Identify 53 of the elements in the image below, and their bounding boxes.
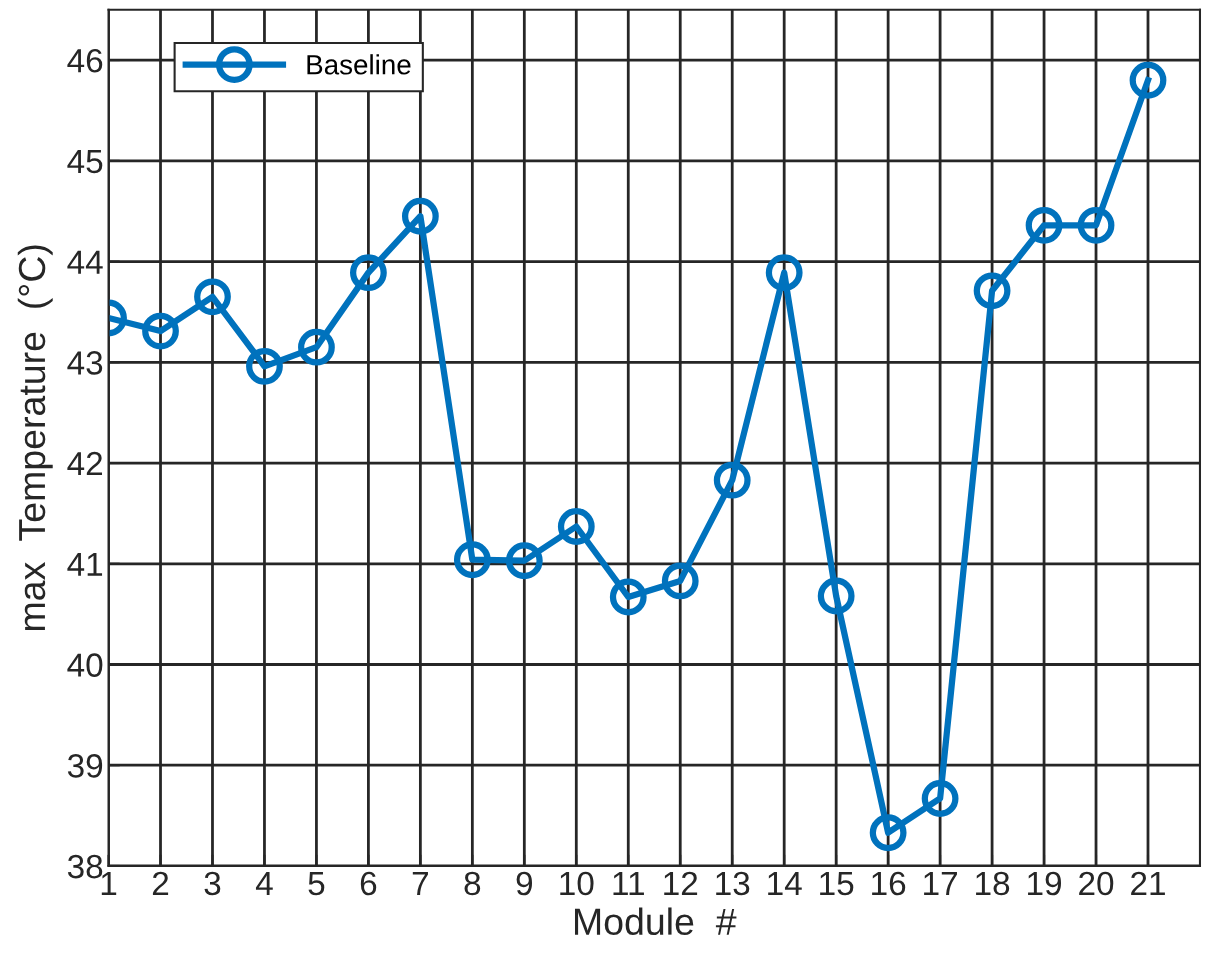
x-tick-label: 9 — [516, 871, 533, 896]
point — [661, 562, 699, 600]
x-tick-label: 20 — [1079, 871, 1114, 896]
x-tick-label: 15 — [820, 872, 854, 896]
point — [298, 328, 335, 366]
point — [194, 278, 231, 316]
y-tick-label: 43 — [67, 351, 103, 375]
x-tick-label: 16 — [872, 871, 906, 896]
y-tick-label: 42 — [67, 451, 103, 476]
x-tick-label: 1 — [101, 872, 117, 895]
point — [557, 508, 595, 545]
point — [246, 347, 283, 385]
y-tick-label: 41 — [67, 552, 103, 576]
y-tick-label: 44 — [67, 250, 103, 274]
legend-label: Baseline — [307, 54, 411, 75]
x-tick-label: 4 — [255, 872, 273, 895]
point — [505, 542, 543, 580]
point — [1077, 206, 1115, 244]
x-tick-label: 6 — [360, 871, 377, 896]
point — [453, 541, 491, 579]
x-tick-label: 13 — [716, 871, 750, 896]
y-axis-title: max Temperature (°C) — [17, 245, 53, 631]
point — [609, 578, 647, 616]
x-tick-label: 8 — [464, 871, 481, 896]
x-tick-label: 3 — [204, 871, 221, 896]
x-tick-label: 7 — [412, 872, 428, 895]
point — [817, 577, 855, 615]
point — [1129, 61, 1167, 99]
x-tick-label: 17 — [924, 872, 957, 895]
y-tick-label: 40 — [67, 653, 103, 677]
x-tick-label: 2 — [152, 871, 169, 895]
point — [401, 197, 439, 235]
x-tick-label: 10 — [560, 871, 594, 896]
x-tick-label: 18 — [976, 871, 1010, 896]
point — [713, 461, 751, 499]
x-tick-label: 14 — [768, 872, 802, 895]
x-tick-label: 5 — [308, 872, 325, 896]
y-tick-label: 39 — [67, 754, 103, 778]
y-tick-label: 38 — [67, 854, 103, 879]
x-tick-label: 21 — [1131, 871, 1165, 895]
point — [765, 254, 803, 292]
x-axis-title: Module # — [575, 907, 737, 935]
x-tick-label: 11 — [613, 872, 644, 895]
point — [350, 254, 387, 292]
x-tick-label: 12 — [664, 871, 698, 895]
point — [921, 780, 959, 817]
x-tick-label: 19 — [1028, 871, 1062, 896]
point — [869, 814, 907, 852]
y-tick-label: 46 — [67, 48, 103, 73]
y-tick-label: 45 — [67, 149, 103, 174]
point — [1025, 206, 1063, 244]
point — [973, 272, 1011, 310]
point — [142, 312, 179, 350]
